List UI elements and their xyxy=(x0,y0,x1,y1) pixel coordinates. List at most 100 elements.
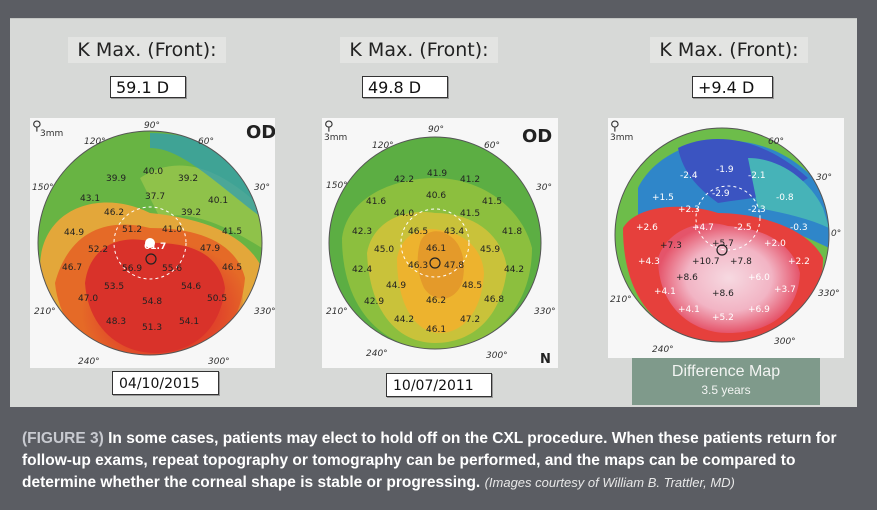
axis-label: 330° xyxy=(254,307,275,317)
reading: -0.3 xyxy=(790,223,808,233)
reading: 37.7 xyxy=(145,192,165,202)
reading: +6.0 xyxy=(748,273,770,283)
reading: +3.7 xyxy=(774,285,796,295)
kmax-value-1: 59.1 D xyxy=(110,76,186,98)
reading: 54.1 xyxy=(179,317,199,327)
reading: +4.3 xyxy=(638,257,660,267)
reading: 46.3 xyxy=(408,261,428,271)
axis-label: 150° xyxy=(326,181,348,191)
reading: 46.5 xyxy=(408,227,428,237)
reading: 53.5 xyxy=(104,282,124,292)
reading: +6.9 xyxy=(748,305,770,315)
reading: +10.7 xyxy=(692,257,720,267)
reading: 47.2 xyxy=(460,315,480,325)
scale-label: 3mm xyxy=(40,129,63,139)
reading: 41.6 xyxy=(366,197,386,207)
reading: 43.1 xyxy=(80,194,100,204)
axis-label: 150° xyxy=(32,183,54,193)
reading: 48.5 xyxy=(462,281,482,291)
reading: 41.5 xyxy=(222,227,242,237)
axis-label: 30° xyxy=(816,173,832,183)
axis-label: 30° xyxy=(536,183,552,193)
reading: 54.6 xyxy=(181,282,201,292)
axis-label: 90° xyxy=(428,125,444,135)
axis-label: 240° xyxy=(78,357,100,367)
exam-date-1: 04/10/2015 xyxy=(112,371,219,395)
eye-label: OD xyxy=(246,122,275,143)
reading: +2.3 xyxy=(678,205,700,215)
reading: -2.9 xyxy=(712,189,730,199)
kmax-header-3: K Max. (Front): xyxy=(650,37,808,63)
reading: +5.2 xyxy=(712,313,734,323)
zoom-icon[interactable]: ⚲ xyxy=(324,119,334,134)
axis-label: 330° xyxy=(534,307,556,317)
zoom-icon[interactable]: ⚲ xyxy=(32,119,42,134)
kmax-value-3: +9.4 D xyxy=(692,76,773,98)
reading: 48.3 xyxy=(106,317,126,327)
reading: 41.0 xyxy=(162,225,182,235)
reading: 46.1 xyxy=(426,244,446,254)
eye-label: OD xyxy=(522,126,552,147)
reading: 40.0 xyxy=(143,167,163,177)
reading: 47.9 xyxy=(200,244,220,254)
reading: 41.8 xyxy=(502,227,522,237)
axis-label: 0° xyxy=(831,229,841,239)
figure-number: (FIGURE 3) xyxy=(22,430,104,447)
reading: 39.2 xyxy=(181,208,201,218)
axis-label: 210° xyxy=(610,295,632,305)
axis-label: 30° xyxy=(254,183,270,193)
reading: 46.5 xyxy=(222,263,242,273)
axis-label: 300° xyxy=(208,357,230,367)
reading: 46.7 xyxy=(62,263,82,273)
reading: 47.0 xyxy=(78,294,98,304)
axis-label: 60° xyxy=(198,137,214,147)
reading: +2.6 xyxy=(636,223,658,233)
reading: 45.0 xyxy=(374,245,394,255)
reading: -2.1 xyxy=(748,171,766,181)
scale-label: 3mm xyxy=(324,133,347,143)
difference-map: ⚲ 3mm 60° 30° 0° 330° 300° 240° 210° -1.… xyxy=(608,118,844,358)
reading: 44.9 xyxy=(386,281,406,291)
reading: 46.1 xyxy=(426,325,446,335)
reading: -2.3 xyxy=(748,205,766,215)
reading: 51.2 xyxy=(122,225,142,235)
reading: 45.9 xyxy=(480,245,500,255)
axis-label: 60° xyxy=(768,137,784,147)
reading: +4.1 xyxy=(654,287,676,297)
reading: +7.3 xyxy=(660,241,682,251)
zoom-icon[interactable]: ⚲ xyxy=(610,119,620,134)
reading: +7.8 xyxy=(730,257,752,267)
reading: 39.9 xyxy=(106,174,126,184)
reading: 43.4 xyxy=(444,227,464,237)
exam-date-2: 10/07/2011 xyxy=(386,373,492,397)
reading: 41.9 xyxy=(427,169,447,179)
reading: 41.5 xyxy=(482,197,502,207)
reading: 46.2 xyxy=(426,296,446,306)
reading: +5.7 xyxy=(712,239,734,249)
axis-label: 210° xyxy=(326,307,348,317)
reading: 51.3 xyxy=(142,323,162,333)
reading: 52.2 xyxy=(88,245,108,255)
axis-label: 90° xyxy=(144,121,160,131)
difference-map-title: Difference Map xyxy=(671,363,781,380)
reading: 46.8 xyxy=(484,295,504,305)
axis-label: 120° xyxy=(372,141,394,151)
reading: 40.6 xyxy=(426,191,446,201)
axis-label: 330° xyxy=(818,289,840,299)
reading: 42.2 xyxy=(394,175,414,185)
axis-label: 300° xyxy=(774,337,796,347)
reading: 55.6 xyxy=(162,264,182,274)
figure-caption: (FIGURE 3) In some cases, patients may e… xyxy=(22,428,857,494)
reading: +2.2 xyxy=(788,257,810,267)
reading: +8.6 xyxy=(712,289,734,299)
axis-label: 240° xyxy=(652,345,674,355)
center-reading: 61.7 xyxy=(144,242,166,252)
reading: -2.4 xyxy=(680,171,698,181)
reading: +8.6 xyxy=(676,273,698,283)
axis-label: 300° xyxy=(486,351,508,361)
reading: +2.0 xyxy=(764,239,786,249)
reading: 56.9 xyxy=(122,264,142,274)
reading: +4.7 xyxy=(692,223,714,233)
reading: 44.2 xyxy=(394,315,414,325)
topography-map-2015: 3mm ⚲ OD 90° 120° 60° 150° 30° 210° 330°… xyxy=(30,118,275,368)
